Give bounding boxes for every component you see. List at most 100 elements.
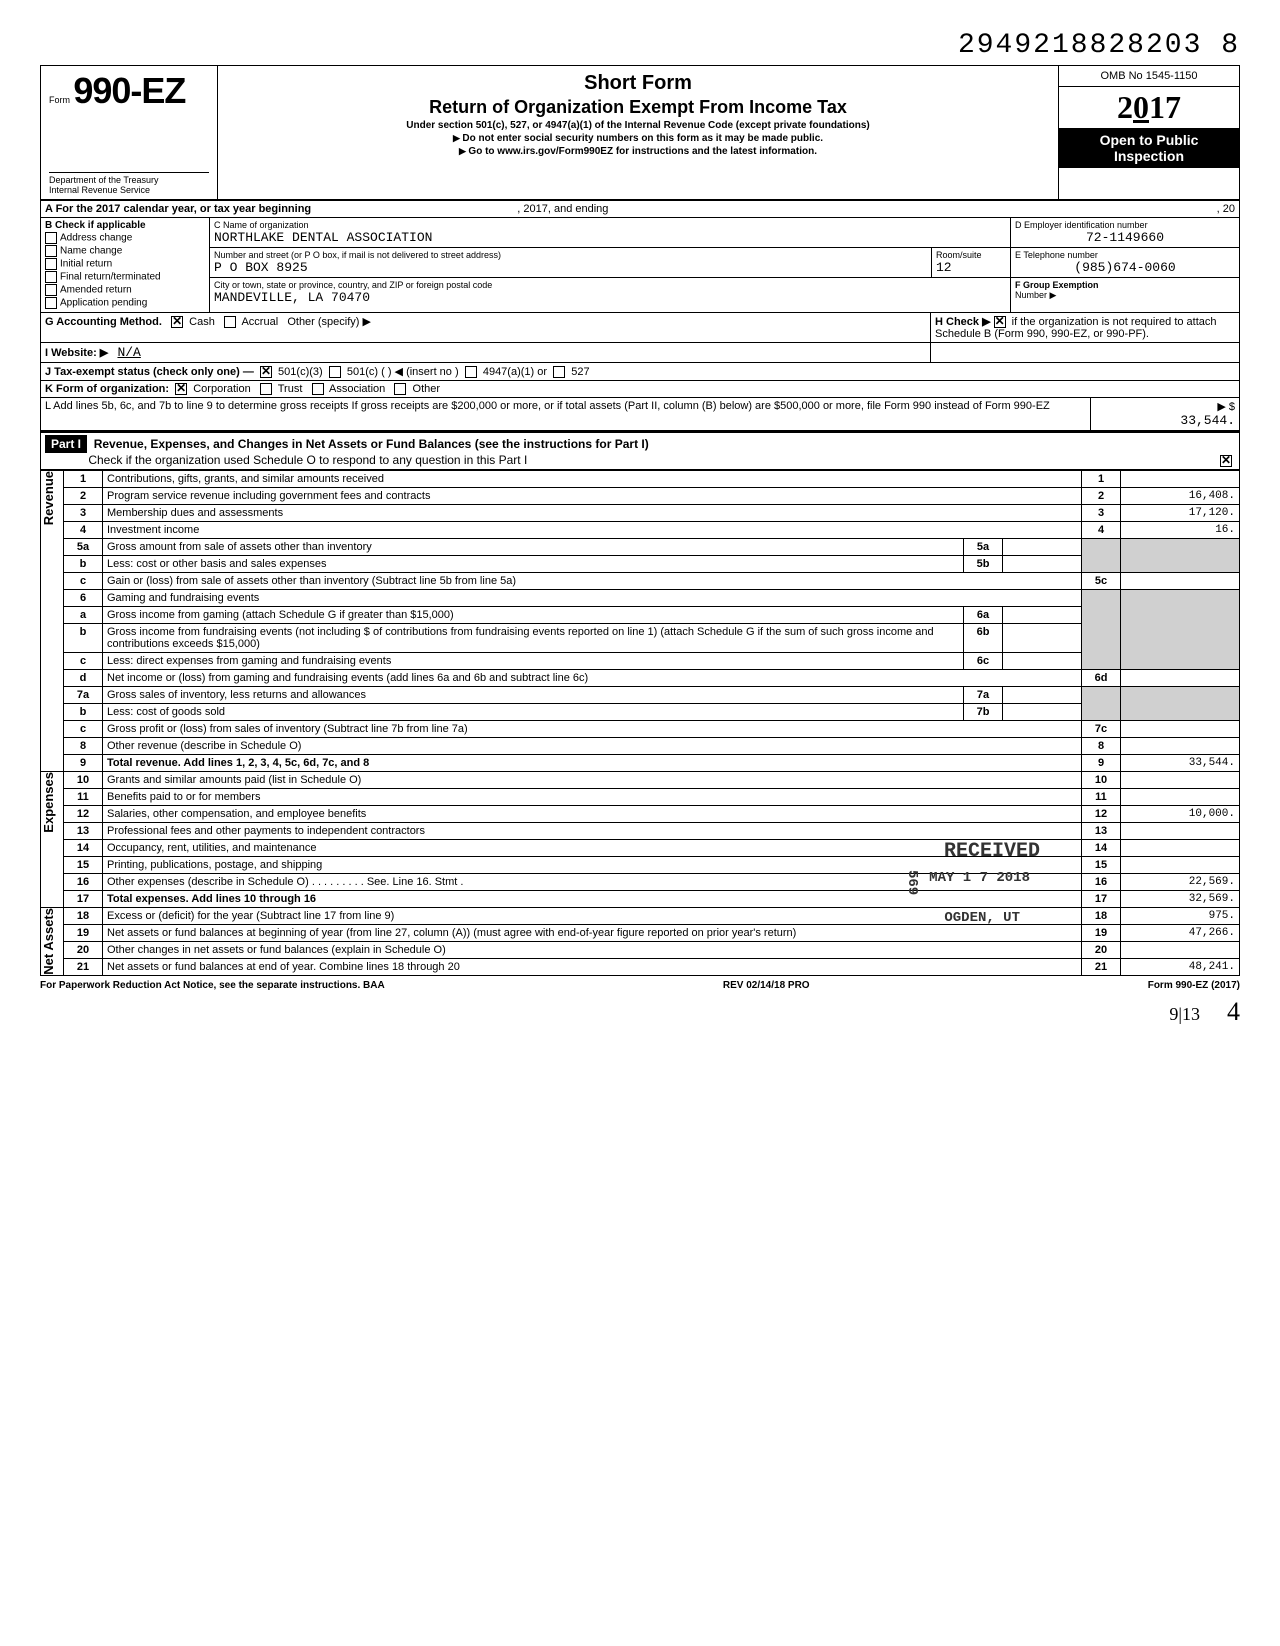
chk-501c3[interactable] — [260, 366, 272, 378]
form-badge: Form 990-EZ Department of the Treasury I… — [41, 66, 218, 199]
a-end: , 20 — [1217, 203, 1235, 215]
ein: 72-1149660 — [1015, 230, 1235, 245]
k-label: K Form of organization: — [45, 383, 169, 395]
chk-amended[interactable]: Amended return — [45, 284, 205, 296]
l6a-desc: Gross income from gaming (attach Schedul… — [103, 607, 964, 624]
l7a-desc: Gross sales of inventory, less returns a… — [103, 687, 964, 704]
chk-final[interactable]: Final return/terminated — [45, 271, 205, 283]
chk-trust[interactable] — [260, 383, 272, 395]
l21-amt: 48,241. — [1121, 959, 1240, 976]
l3-amt: 17,120. — [1121, 505, 1240, 522]
l6d-amt — [1121, 670, 1240, 687]
stamp-received: RECEIVED — [944, 840, 1040, 863]
l11-amt — [1121, 789, 1240, 806]
title-sub2: Do not enter social security numbers on … — [226, 133, 1050, 144]
footer-mid: REV 02/14/18 PRO — [723, 980, 810, 991]
side-revenue: Revenue — [41, 471, 56, 525]
l-arrow: ▶ $ — [1217, 401, 1235, 413]
l7b-desc: Less: cost of goods sold — [103, 704, 964, 721]
e-label: E Telephone number — [1015, 250, 1235, 260]
f-sub: Number ▶ — [1015, 290, 1235, 301]
l9-amt: 33,544. — [1121, 755, 1240, 772]
street-label: Number and street (or P O box, if mail i… — [214, 250, 927, 260]
part1-heading: Revenue, Expenses, and Changes in Net As… — [94, 437, 649, 451]
l5c-desc: Gain or (loss) from sale of assets other… — [103, 573, 1082, 590]
footer-left: For Paperwork Reduction Act Notice, see … — [40, 980, 385, 991]
l13-desc: Professional fees and other payments to … — [103, 823, 1082, 840]
h-label: H Check ▶ — [935, 316, 991, 328]
l4-desc: Investment income — [103, 522, 1082, 539]
chk-h[interactable] — [994, 316, 1006, 328]
chk-cash[interactable] — [171, 316, 183, 328]
l8-desc: Other revenue (describe in Schedule O) — [103, 738, 1082, 755]
l12-desc: Salaries, other compensation, and employ… — [103, 806, 1082, 823]
a-label: A For the 2017 calendar year, or tax yea… — [45, 203, 311, 215]
l2-amt: 16,408. — [1121, 488, 1240, 505]
phone: (985)674-0060 — [1015, 260, 1235, 275]
chk-address[interactable]: Address change — [45, 232, 205, 244]
d-label: D Employer identification number — [1015, 220, 1235, 230]
chk-501c[interactable] — [329, 366, 341, 378]
room: 12 — [936, 260, 1006, 275]
org-name: NORTHLAKE DENTAL ASSOCIATION — [214, 230, 1006, 245]
chk-4947[interactable] — [465, 366, 477, 378]
l3-desc: Membership dues and assessments — [103, 505, 1082, 522]
part1-header: Part I Revenue, Expenses, and Changes in… — [40, 431, 1240, 470]
j-label: J Tax-exempt status (check only one) — — [45, 366, 254, 378]
row-gh: G Accounting Method. Cash Accrual Other … — [40, 313, 1240, 343]
l20-amt — [1121, 942, 1240, 959]
row-k: K Form of organization: Corporation Trus… — [40, 381, 1240, 398]
l5b-desc: Less: cost or other basis and sales expe… — [103, 556, 964, 573]
part1-check: Check if the organization used Schedule … — [88, 453, 527, 467]
l18-amt: 975. — [1121, 908, 1240, 925]
l20-desc: Other changes in net assets or fund bala… — [103, 942, 1082, 959]
dept1: Department of the Treasury — [49, 172, 209, 185]
l19-desc: Net assets or fund balances at beginning… — [103, 925, 1082, 942]
chk-corp[interactable] — [175, 383, 187, 395]
row-a: A For the 2017 calendar year, or tax yea… — [40, 201, 1240, 218]
chk-schedo[interactable] — [1220, 455, 1232, 467]
l13-amt — [1121, 823, 1240, 840]
l14-amt — [1121, 840, 1240, 857]
row-j: J Tax-exempt status (check only one) — 5… — [40, 363, 1240, 381]
l4-amt: 16. — [1121, 522, 1240, 539]
chk-accrual[interactable] — [224, 316, 236, 328]
l2-desc: Program service revenue including govern… — [103, 488, 1082, 505]
chk-name[interactable]: Name change — [45, 245, 205, 257]
handwriting: 9|13 4 — [40, 997, 1240, 1027]
website: N/A — [117, 345, 140, 360]
row-l: L Add lines 5b, 6c, and 7b to line 9 to … — [40, 398, 1240, 431]
l11-desc: Benefits paid to or for members — [103, 789, 1082, 806]
l12-amt: 10,000. — [1121, 806, 1240, 823]
dept2: Internal Revenue Service — [49, 185, 209, 195]
header: Form 990-EZ Department of the Treasury I… — [40, 65, 1240, 201]
city-label: City or town, state or province, country… — [214, 280, 1006, 290]
stamp-date: MAY 1 7 2018 — [929, 870, 1030, 886]
chk-other[interactable] — [394, 383, 406, 395]
chk-initial[interactable]: Initial return — [45, 258, 205, 270]
chk-527[interactable] — [553, 366, 565, 378]
title-short: Short Form — [226, 72, 1050, 95]
b-label: B Check if applicable — [45, 220, 146, 231]
part1-title: Part I — [45, 435, 87, 453]
lines-table: Revenue 1Contributions, gifts, grants, a… — [40, 470, 1240, 976]
l18-desc: Excess or (deficit) for the year (Subtra… — [103, 908, 1082, 925]
omb: OMB No 1545-1150 — [1059, 66, 1239, 87]
i-label: I Website: ▶ — [45, 347, 108, 359]
row-i: I Website: ▶ N/A — [40, 343, 1240, 363]
doc-id: 2949218828203 8 — [40, 30, 1240, 61]
l6d-desc: Net income or (loss) from gaming and fun… — [103, 670, 1082, 687]
city: MANDEVILLE, LA 70470 — [214, 290, 1006, 305]
bcdef: B Check if applicable Address change Nam… — [40, 218, 1240, 313]
chk-pending[interactable]: Application pending — [45, 297, 205, 309]
f-label: F Group Exemption — [1015, 280, 1099, 290]
l6b-desc: Gross income from fundraising events (no… — [103, 624, 964, 653]
l1-desc: Contributions, gifts, grants, and simila… — [103, 471, 1082, 488]
title-sub1: Under section 501(c), 527, or 4947(a)(1)… — [226, 120, 1050, 131]
l16-amt: 22,569. — [1121, 874, 1240, 891]
tax-year: 20201717 — [1059, 87, 1239, 128]
title-main: Return of Organization Exempt From Incom… — [226, 97, 1050, 118]
open-inspection: Open to PublicInspection — [1059, 128, 1239, 168]
l17-desc: Total expenses. Add lines 10 through 16 — [107, 893, 316, 905]
chk-assoc[interactable] — [312, 383, 324, 395]
